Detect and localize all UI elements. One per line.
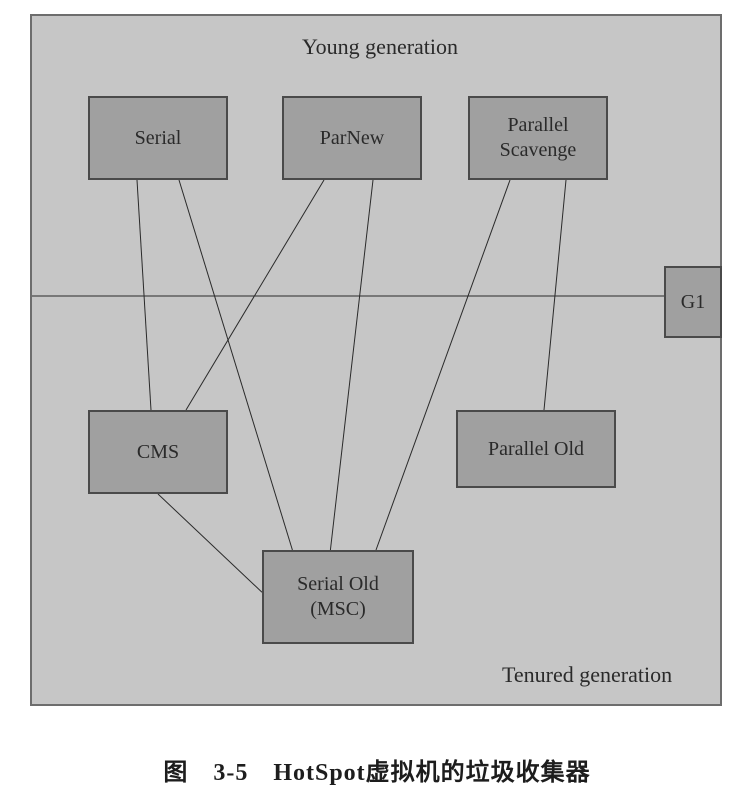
figure-caption: 图 3-5 HotSpot虚拟机的垃圾收集器 <box>0 752 754 787</box>
node-parallel-old: Parallel Old <box>456 410 616 488</box>
node-serial-old: Serial Old (MSC) <box>262 550 414 644</box>
young-generation-label: Young generation <box>302 34 458 60</box>
diagram-outer-box: Young generation Tenured generation Seri… <box>30 14 722 706</box>
node-parallel-scavenge: Parallel Scavenge <box>468 96 608 180</box>
tenured-generation-label: Tenured generation <box>502 662 672 688</box>
node-g1: G1 <box>664 266 722 338</box>
node-serial: Serial <box>88 96 228 180</box>
node-cms: CMS <box>88 410 228 494</box>
node-parnew: ParNew <box>282 96 422 180</box>
page: Young generation Tenured generation Seri… <box>0 0 754 800</box>
